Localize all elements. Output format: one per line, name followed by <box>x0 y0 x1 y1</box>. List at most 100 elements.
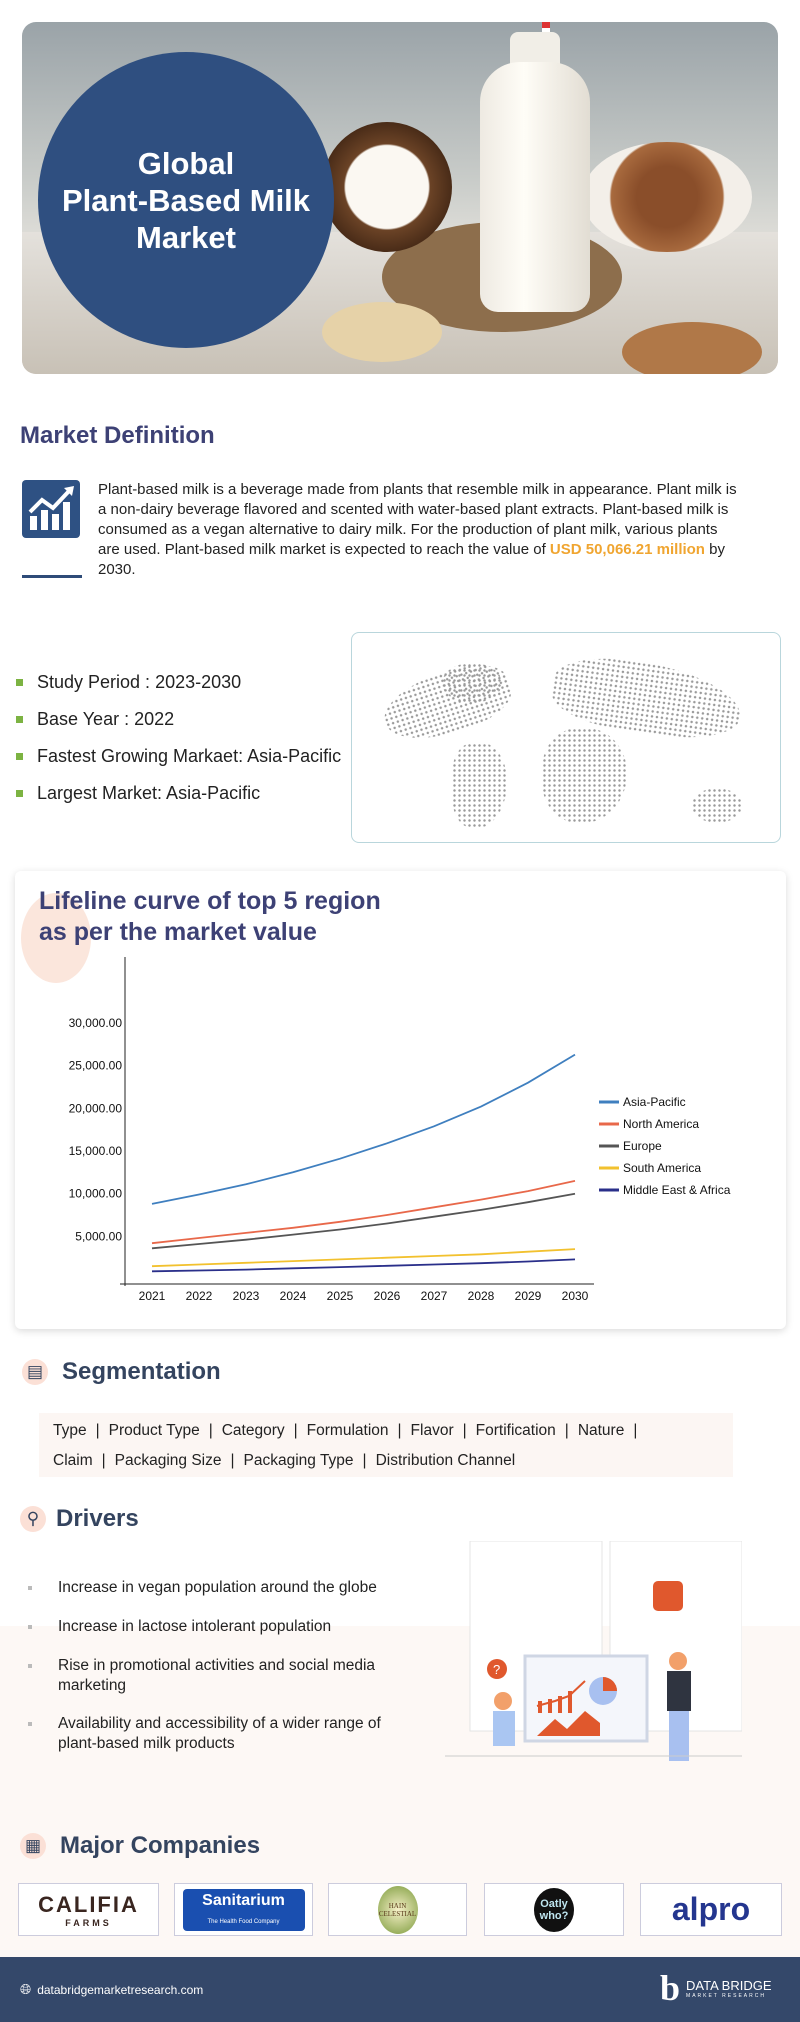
website-text: databridgemarketresearch.com <box>37 1982 204 1997</box>
divider <box>22 575 82 578</box>
bullet-icon <box>16 716 23 723</box>
fact-item: Base Year : 2022 <box>16 701 341 738</box>
footer: 🌐︎ databridgemarketresearch.com b DATA BR… <box>0 1957 800 2022</box>
fact-text: Base Year : 2022 <box>37 709 175 729</box>
definition-suffix: by 2030. <box>98 541 725 578</box>
logo-subtext: FARMS <box>65 1917 112 1928</box>
logo-subtext: who? <box>539 1909 569 1922</box>
logo-oatly: Oatly who? <box>484 1883 624 1936</box>
hero-title: Global Plant-Based Milk Market <box>38 52 334 348</box>
hero-banner <box>22 22 778 374</box>
logo-sanitarium: Sanitarium The Health Food Company <box>174 1883 313 1936</box>
logo-text: alpro <box>671 1891 751 1927</box>
bullet-icon <box>28 1722 32 1726</box>
separator: | <box>293 1422 298 1439</box>
driver-text: Rise in promotional activities and socia… <box>58 1657 376 1694</box>
segment-item: Flavor <box>410 1422 454 1439</box>
segment-item: Type <box>53 1422 87 1439</box>
driver-item: Availability and accessibility of a wide… <box>24 1714 404 1754</box>
driver-text: Availability and accessibility of a wide… <box>58 1715 381 1752</box>
market-definition-heading: Market Definition <box>20 422 215 449</box>
hero-title-line: Market <box>136 219 236 255</box>
chart-title: Lifeline curve of top 5 region as per the… <box>39 886 381 948</box>
fact-item: Largest Market: Asia-Pacific <box>16 775 341 812</box>
logo-text: CALIFIA <box>38 1891 139 1917</box>
definition-body: Plant-based milk is a beverage made from… <box>98 481 737 558</box>
segmentation-list: Type | Product Type | Category | Formulation | F… <box>39 1413 733 1477</box>
logo-text: Oatly <box>540 1897 568 1910</box>
fact-text: Largest Market: Asia-Pacific <box>37 783 261 803</box>
segment-item: Product Type <box>108 1422 200 1439</box>
segmentation-header: ▤ Segmentation <box>22 1358 221 1386</box>
hero-title-line: Plant-Based Milk <box>61 182 311 218</box>
chart-title-line: Lifeline curve of top 5 region <box>39 887 381 915</box>
data-bridge-logo: b DATA BRIDGE MARKET RESEARCH <box>660 1967 772 2009</box>
driver-item: Rise in promotional activities and socia… <box>24 1656 404 1696</box>
fact-item: Study Period : 2023-2030 <box>16 664 341 701</box>
segment-item: Formulation <box>306 1422 389 1439</box>
driver-item: Increase in vegan population around the … <box>24 1578 404 1598</box>
logo-subtext: CELESTIAL <box>378 1909 417 1918</box>
hero-photo-almonds <box>622 322 762 374</box>
logo-hain-celestial: HAIN CELESTIAL <box>328 1883 467 1936</box>
world-map <box>351 632 781 843</box>
separator: | <box>95 1422 100 1439</box>
separator: | <box>208 1422 213 1439</box>
hero-photo-bowl <box>322 302 442 362</box>
segment-item: Packaging Type <box>243 1452 354 1469</box>
companies-header: ▦ Major Companies <box>20 1832 260 1860</box>
segmentation-heading: Segmentation <box>62 1358 221 1385</box>
separator: | <box>397 1422 402 1439</box>
hero-photo-coconut <box>322 122 452 252</box>
logo-alpro: alpro <box>640 1883 782 1936</box>
segment-item: Fortification <box>475 1422 556 1439</box>
segment-item: Category <box>221 1422 285 1439</box>
separator: | <box>362 1452 367 1469</box>
brand-name: DATA BRIDGE <box>686 1977 772 1993</box>
separator: | <box>101 1452 106 1469</box>
definition-text: Plant-based milk is a beverage made from… <box>98 480 738 580</box>
separator: | <box>564 1422 569 1439</box>
logo-califia-farms: CALIFIA FARMS <box>18 1883 159 1936</box>
bullet-icon <box>16 679 23 686</box>
bullet-icon <box>28 1586 32 1590</box>
growth-chart-icon <box>22 480 80 538</box>
separator: | <box>462 1422 467 1439</box>
drivers-heading: Drivers <box>56 1505 139 1532</box>
svg-text:?: ? <box>493 1662 500 1677</box>
driver-text: Increase in lactose intolerant populatio… <box>58 1618 332 1635</box>
driver-item: Increase in lactose intolerant populatio… <box>24 1617 404 1637</box>
segment-item: Claim <box>53 1452 93 1469</box>
segment-item: Nature <box>577 1422 625 1439</box>
fact-text: Fastest Growing Markaet: Asia-Pacific <box>37 746 342 766</box>
website-link[interactable]: 🌐︎ databridgemarketresearch.com <box>20 1981 203 1998</box>
separator: | <box>633 1422 638 1439</box>
bullet-icon <box>16 790 23 797</box>
logo-text: Sanitarium <box>202 1891 285 1909</box>
companies-heading: Major Companies <box>60 1832 261 1859</box>
globe-icon: 🌐︎ <box>20 1981 32 1997</box>
segment-item: Packaging Size <box>114 1452 222 1469</box>
bullet-icon <box>28 1664 32 1668</box>
logo-subtext: The Health Food Company <box>207 1918 280 1925</box>
fact-item: Fastest Growing Markaet: Asia-Pacific <box>16 738 341 775</box>
decorative-blob <box>21 893 91 983</box>
drivers-header: ⚲ Drivers <box>20 1505 139 1533</box>
key-facts-list: Study Period : 2023-2030 Base Year : 202… <box>16 664 341 812</box>
brand-sub: MARKET RESEARCH <box>686 1992 766 1999</box>
magnifier-chart-icon: ⚲ <box>20 1506 46 1532</box>
fact-text: Study Period : 2023-2030 <box>37 672 242 692</box>
hero-title-line: Global <box>137 145 235 181</box>
presentation-illustration: ? <box>445 1541 742 1761</box>
separator: | <box>230 1452 235 1469</box>
segment-item: Distribution Channel <box>375 1452 516 1469</box>
building-icon: ▦ <box>20 1833 46 1859</box>
store-icon: ▤ <box>22 1359 48 1385</box>
market-value-highlight: USD 50,066.21 million <box>549 541 705 558</box>
bullet-icon <box>28 1625 32 1629</box>
logo-text: HAIN <box>388 1901 407 1910</box>
chart-title-line: as per the market value <box>39 918 317 946</box>
hero-photo-nuts <box>582 142 752 252</box>
hero-photo-bottle <box>480 62 590 312</box>
driver-text: Increase in vegan population around the … <box>58 1579 377 1596</box>
